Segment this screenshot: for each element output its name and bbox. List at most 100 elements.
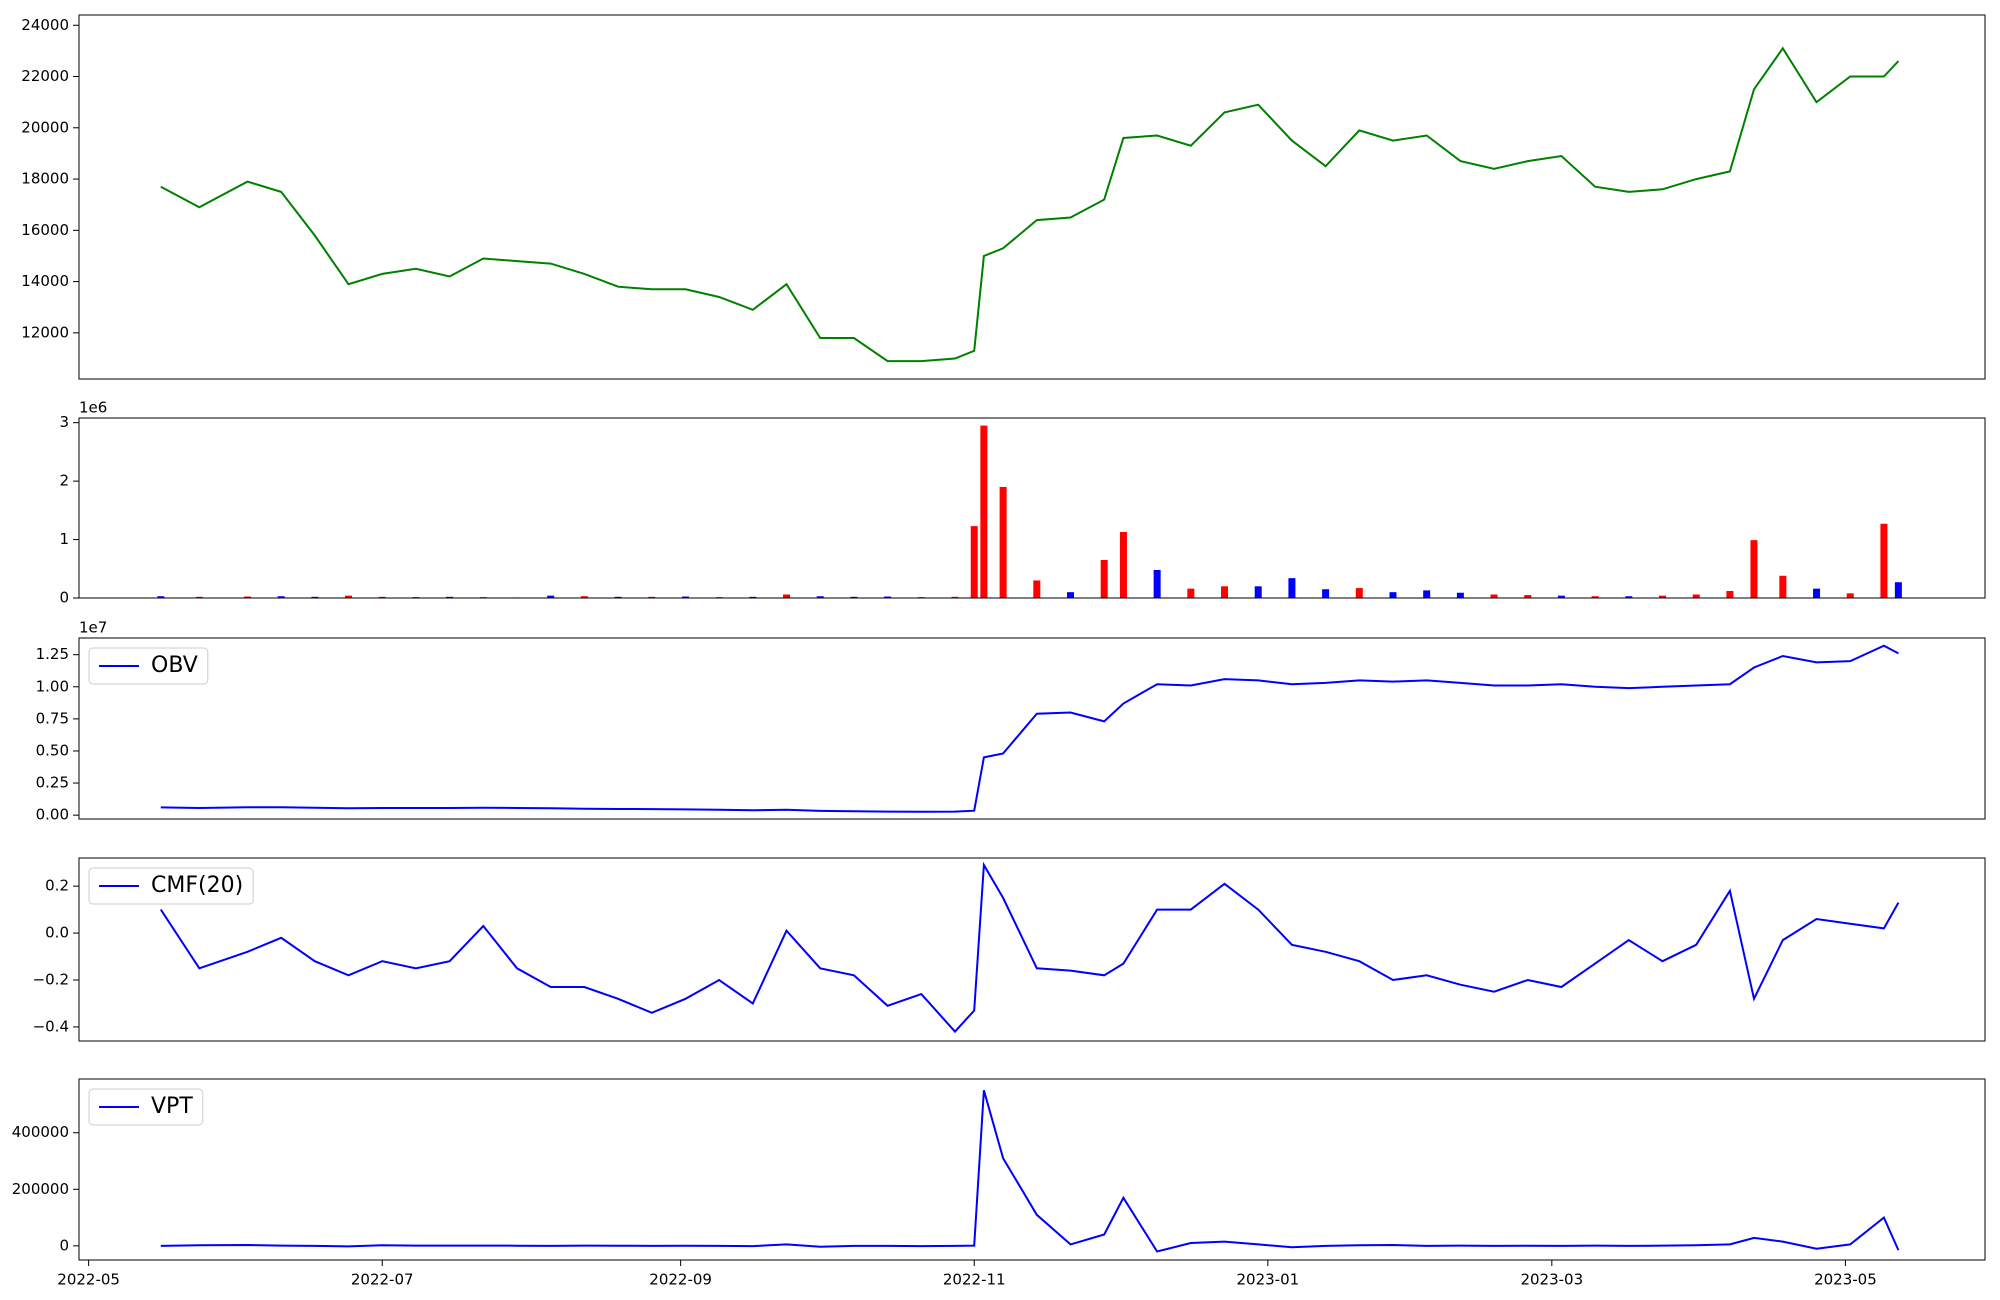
- axis-offset-label: 1e7: [79, 619, 107, 637]
- y-tick-label: 1.00: [36, 677, 69, 695]
- bar: [1726, 590, 1734, 598]
- plot-frame: [78, 14, 1986, 380]
- panel: 0 1 2 3 1e6: [59, 399, 1986, 607]
- bar: [681, 596, 689, 598]
- bar: [311, 596, 319, 598]
- y-tick-label: 16000: [21, 221, 69, 239]
- bar: [446, 596, 454, 598]
- bar: [1288, 578, 1296, 598]
- bar: [1067, 592, 1075, 598]
- y-tick-label: 200000: [12, 1180, 69, 1198]
- legend-box: [88, 867, 254, 905]
- bar: [1322, 589, 1330, 598]
- plot-frame: [78, 857, 1986, 1042]
- y-tick-label: 14000: [21, 272, 69, 290]
- bar: [816, 596, 824, 598]
- bar: [980, 425, 988, 598]
- bar: [1692, 594, 1700, 598]
- bar: [1894, 582, 1902, 598]
- y-tick-label: 20000: [21, 118, 69, 136]
- bar: [1153, 569, 1161, 598]
- bar: [1524, 595, 1532, 598]
- bar: [345, 595, 353, 598]
- x-tick-label: 2023-01: [1236, 1271, 1299, 1289]
- y-tick-label: 2: [59, 472, 69, 490]
- bar: [1119, 531, 1127, 598]
- plot-frame: [78, 637, 1986, 820]
- axis-offset-label: 1e6: [79, 399, 107, 417]
- bar: [999, 486, 1007, 598]
- legend-label: VPT: [151, 1094, 193, 1119]
- panel: 0.00 0.25 0.50 0.75 1.00 1.25 1e7 OBV: [36, 619, 1986, 824]
- y-tick-label: 0.0: [45, 924, 69, 942]
- bar: [1221, 586, 1229, 598]
- bar: [1557, 595, 1565, 598]
- bar: [580, 596, 588, 598]
- legend-label: CMF(20): [151, 873, 243, 898]
- bar: [1750, 540, 1758, 598]
- y-tick-label: 24000: [21, 16, 69, 34]
- y-tick-label: 0.75: [36, 709, 69, 727]
- bar: [970, 526, 978, 598]
- y-tick-label: 0: [59, 589, 69, 607]
- line: [159, 861, 1900, 1034]
- y-tick-label: 1.25: [36, 645, 69, 663]
- y-tick-label: −0.2: [33, 971, 69, 989]
- bar: [1033, 580, 1041, 598]
- bar: [378, 596, 386, 598]
- line: [160, 46, 1900, 363]
- panel: 12000 14000 16000 18000 20000 22000 24000: [21, 14, 1986, 380]
- y-tick-label: 3: [59, 413, 69, 431]
- bar: [1187, 588, 1195, 598]
- legend-box: [88, 1088, 204, 1126]
- bar: [614, 596, 622, 598]
- x-tick-label: 2022-11: [943, 1271, 1006, 1289]
- bar: [277, 596, 285, 598]
- y-tick-label: 0.50: [36, 741, 69, 759]
- legend-label: OBV: [151, 653, 198, 678]
- panel: 0 200000 400000 2022-05 2022-07 2022-09 2022-1…: [12, 1078, 1986, 1289]
- bar: [1880, 523, 1888, 598]
- y-tick-label: 18000: [21, 170, 69, 188]
- y-tick-label: 1: [59, 530, 69, 548]
- bar: [1456, 592, 1464, 598]
- bar: [1423, 590, 1431, 598]
- bar: [1846, 593, 1854, 598]
- y-tick-label: −0.4: [33, 1017, 69, 1035]
- bar: [951, 596, 959, 598]
- x-tick-label: 2023-03: [1520, 1271, 1583, 1289]
- plot-frame: [78, 417, 1986, 599]
- bar: [783, 594, 791, 598]
- bar: [1389, 592, 1397, 598]
- bar: [850, 596, 858, 598]
- bar: [1779, 575, 1787, 598]
- bar: [243, 596, 251, 598]
- plot-frame: [78, 1078, 1986, 1261]
- bar: [1355, 588, 1363, 598]
- bar: [1659, 595, 1667, 598]
- x-tick-label: 2023-05: [1814, 1271, 1877, 1289]
- bar: [1813, 588, 1821, 598]
- bar: [1591, 596, 1599, 598]
- y-tick-label: 0.2: [45, 877, 69, 895]
- bar: [157, 596, 165, 598]
- bar: [1625, 596, 1633, 598]
- bar: [884, 596, 892, 598]
- y-tick-label: 0.00: [36, 806, 69, 824]
- bar: [1100, 560, 1108, 598]
- line: [160, 644, 1899, 813]
- legend-box: [88, 647, 209, 685]
- y-tick-label: 0.25: [36, 774, 69, 792]
- x-tick-label: 2022-07: [351, 1271, 414, 1289]
- y-tick-label: 22000: [21, 67, 69, 85]
- bar: [648, 596, 656, 598]
- panel: −0.4 −0.2 0.0 0.2 CMF(20): [33, 857, 1986, 1042]
- x-tick-label: 2022-05: [57, 1271, 120, 1289]
- bar: [547, 595, 555, 598]
- y-tick-label: 12000: [21, 323, 69, 341]
- bar: [195, 596, 203, 598]
- bar: [1254, 586, 1262, 598]
- bar: [749, 596, 757, 598]
